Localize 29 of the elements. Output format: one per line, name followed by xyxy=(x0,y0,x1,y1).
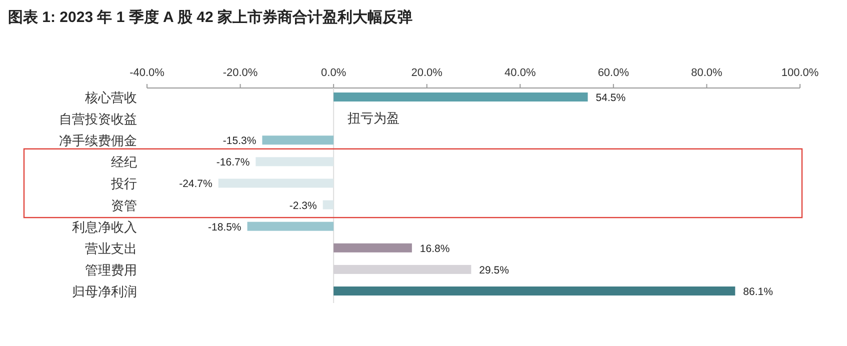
data-label: -2.3% xyxy=(289,200,317,212)
data-label: -16.7% xyxy=(216,156,250,169)
annotation: 扭亏为盈 xyxy=(348,110,400,126)
x-tick-label: 60.0% xyxy=(598,67,630,79)
data-label: 54.5% xyxy=(596,92,626,104)
category-label: 利息净收入 xyxy=(72,219,137,234)
category-label: 营业支出 xyxy=(85,240,137,256)
category-label: 自营投资收益 xyxy=(59,112,137,127)
data-label: 16.8% xyxy=(420,242,450,255)
category-label: 归母净利润 xyxy=(72,284,137,299)
data-label: -24.7% xyxy=(179,178,212,190)
category-label: 投行 xyxy=(111,176,137,192)
x-tick-label: 40.0% xyxy=(504,67,536,79)
data-label: 86.1% xyxy=(743,286,773,298)
category-label: 净手续费佣金 xyxy=(59,133,137,148)
title: 图表 1: 2023 年 1 季度 A 股 42 家上市券商合计盈利大幅反弹 xyxy=(8,9,413,26)
x-tick-label: -20.0% xyxy=(222,67,258,79)
data-label: 29.5% xyxy=(479,264,509,276)
category-label: 资管 xyxy=(111,198,137,213)
category-label: 核心营收 xyxy=(85,90,137,105)
x-tick-label: 100.0% xyxy=(781,67,819,79)
data-label: -15.3% xyxy=(222,135,256,148)
x-tick-label: -40.0% xyxy=(130,67,165,79)
x-tick-label: 80.0% xyxy=(691,67,723,79)
data-label: -18.5% xyxy=(208,221,242,234)
category-label: 管理费用 xyxy=(85,262,137,278)
x-tick-label: 20.0% xyxy=(411,67,443,79)
x-tick-label: 0.0% xyxy=(321,67,346,79)
category-label: 经纪 xyxy=(111,154,137,170)
